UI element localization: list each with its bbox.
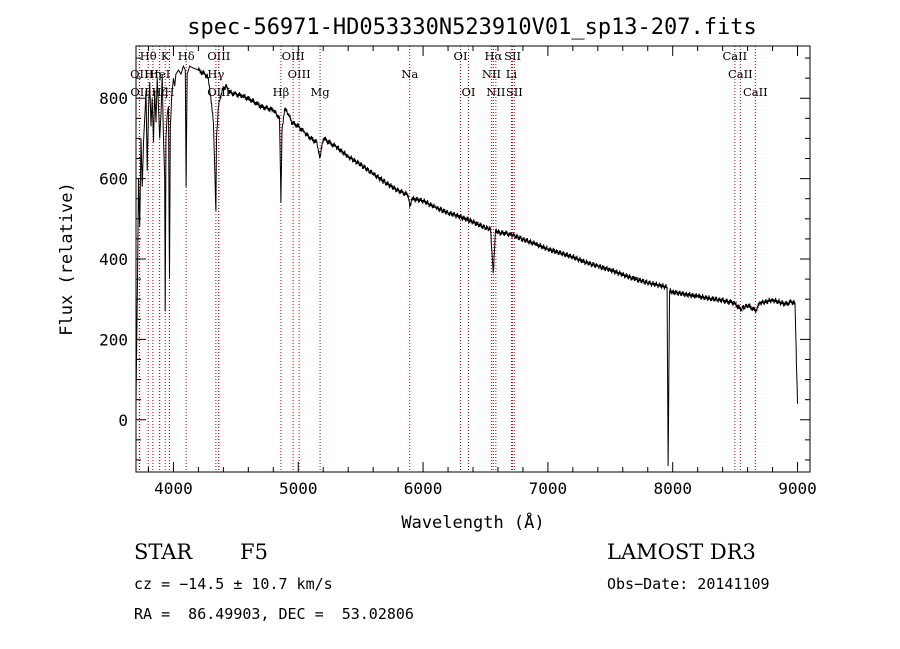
x-axis-label: Wavelength (Å) <box>401 511 544 533</box>
line-label-0: Hθ <box>140 49 157 63</box>
line-label-25: NII <box>486 85 505 99</box>
line-label-15: NII <box>482 67 501 81</box>
spectral-line-markers <box>138 46 756 472</box>
object-class: STAR <box>134 540 193 564</box>
redshift-cz: cz = −14.5 ± 10.7 km/s <box>134 575 333 593</box>
line-label-6: Hα <box>484 49 502 63</box>
y-axis-ticks: 0 200 400 600 800 <box>99 57 810 461</box>
coordinates: RA = 86.49903, DEC = 53.02806 <box>134 605 414 623</box>
line-label-18: OII <box>130 85 149 99</box>
object-subclass: F5 <box>240 540 268 564</box>
line-label-20: H <box>164 85 174 99</box>
line-label-19: Hζ <box>151 85 167 99</box>
line-label-12: Hγ <box>207 67 224 81</box>
x-tick-label-2: 6000 <box>404 479 443 498</box>
line-label-16: Li <box>506 67 518 81</box>
x-axis-ticks: 4000 5000 6000 7000 8000 9000 <box>147 46 817 498</box>
chart-title: spec-56971-HD053330N523910V01_sp13-207.f… <box>187 15 757 40</box>
x-tick-label-3: 7000 <box>529 479 568 498</box>
line-label-7: SII <box>504 49 521 63</box>
line-label-2: Hδ <box>178 49 195 63</box>
line-label-23: Mg <box>311 85 331 99</box>
line-label-13: OIII <box>288 67 311 81</box>
line-label-24: OI <box>462 85 476 99</box>
plot-frame <box>135 45 811 473</box>
line-label-11: HeI <box>149 67 170 81</box>
y-axis-label: Flux (relative) <box>57 182 77 336</box>
line-label-26: SII <box>506 85 523 99</box>
observation-date: Obs−Date: 20141109 <box>607 575 770 593</box>
y-tick-label-1: 200 <box>99 330 128 349</box>
line-label-4: OIII <box>282 49 305 63</box>
x-tick-label-0: 4000 <box>154 479 193 498</box>
y-tick-label-0: 0 <box>118 411 128 430</box>
line-label-9: OII <box>130 67 149 81</box>
x-tick-label-5: 9000 <box>778 479 817 498</box>
y-tick-label-3: 600 <box>99 170 128 189</box>
line-label-14: Na <box>401 67 418 81</box>
line-label-27: CaII <box>743 85 768 99</box>
line-label-17: CaII <box>728 67 753 81</box>
line-label-22: Hβ <box>273 85 290 99</box>
y-tick-label-4: 800 <box>99 89 128 108</box>
survey-name: LAMOST DR3 <box>607 540 756 564</box>
x-tick-label-4: 8000 <box>653 479 692 498</box>
line-label-5: OI <box>454 49 468 63</box>
line-label-10: Hη <box>144 67 161 81</box>
line-label-8: CaII <box>722 49 747 63</box>
x-tick-label-1: 5000 <box>279 479 318 498</box>
line-label-3: OIII <box>207 49 230 63</box>
line-label-1: K <box>161 49 170 63</box>
y-tick-label-2: 400 <box>99 250 128 269</box>
spectrum-series-line <box>135 64 798 467</box>
